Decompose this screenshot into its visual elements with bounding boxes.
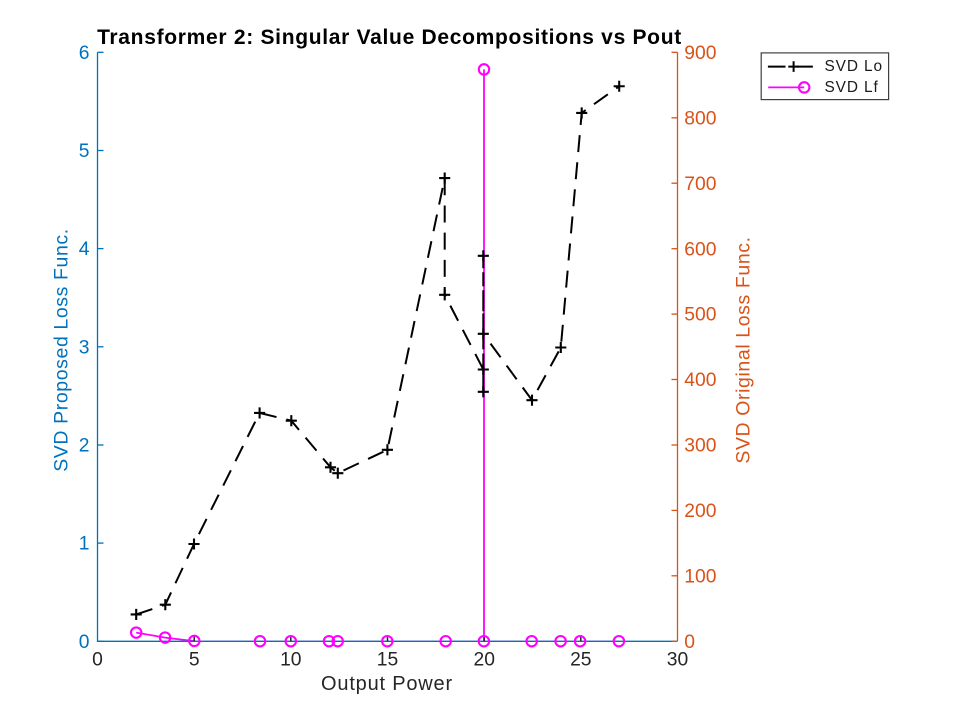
svg-text:SVD Lo: SVD Lo (825, 58, 883, 75)
svg-text:SVD Proposed Loss Func.: SVD Proposed Loss Func. (51, 228, 73, 472)
svg-text:25: 25 (570, 649, 591, 670)
svg-text:4: 4 (79, 239, 90, 260)
svg-text:1: 1 (79, 534, 90, 555)
svg-text:900: 900 (684, 43, 716, 64)
svg-text:5: 5 (189, 649, 200, 670)
svg-text:30: 30 (667, 649, 688, 670)
svg-text:0: 0 (684, 632, 695, 653)
svg-text:10: 10 (280, 649, 301, 670)
svg-text:700: 700 (684, 174, 716, 195)
svg-text:5: 5 (79, 141, 90, 162)
svg-text:20: 20 (473, 649, 494, 670)
svg-text:Output Power: Output Power (321, 673, 453, 695)
svg-text:200: 200 (684, 501, 716, 522)
svg-text:SVD Original Loss Func.: SVD Original Loss Func. (732, 236, 754, 463)
svg-text:0: 0 (79, 632, 90, 653)
svg-text:Transformer 2: Singular Value: Transformer 2: Singular Value Decomposit… (97, 26, 682, 49)
svg-text:2: 2 (79, 436, 90, 457)
svg-text:100: 100 (684, 566, 716, 587)
svg-text:6: 6 (79, 43, 90, 64)
svg-text:400: 400 (684, 370, 716, 391)
svg-text:15: 15 (377, 649, 398, 670)
svg-text:600: 600 (684, 239, 716, 260)
svg-text:0: 0 (92, 649, 103, 670)
svg-text:3: 3 (79, 337, 90, 358)
svg-text:500: 500 (684, 305, 716, 326)
svg-text:SVD Lf: SVD Lf (825, 79, 879, 96)
svg-text:800: 800 (684, 108, 716, 129)
svg-text:300: 300 (684, 436, 716, 457)
